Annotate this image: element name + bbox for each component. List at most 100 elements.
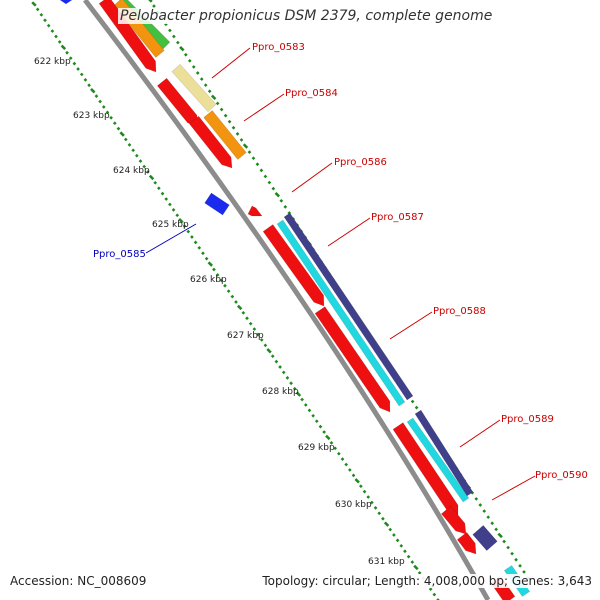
cds-small [456,531,477,555]
kbp-label: 631 kbp [368,557,405,567]
inner-tick-dot [354,478,360,484]
inner-tick-dot [263,343,268,348]
inner-tick-dot [138,159,143,163]
gene-label-ppro-0583: Ppro_0583 [252,42,305,53]
inner-tick-dot [182,224,187,228]
inner-tick-dot [193,240,198,245]
gene-label-ppro-0586: Ppro_0586 [334,157,387,168]
inner-tick-dot [160,191,165,196]
kbp-label: 622 kbp [34,57,71,67]
gene-label-ppro-0589: Ppro_0589 [501,414,554,425]
accession-text: Accession: NC_008609 [10,574,147,588]
inner-tick-dot [281,370,286,375]
inner-tick-dot [322,430,326,434]
inner-tick-dot [219,278,224,283]
inner-tick-dot [109,115,113,120]
inner-tick-dot [79,72,84,77]
inner-tick-dot [168,202,172,207]
outer-tick-dot [259,168,264,173]
inner-tick-dot [83,78,88,82]
inner-tick-dot [295,391,302,397]
inner-tick-dot [377,511,382,516]
inner-tick-dot [303,403,308,407]
inner-tick-dot [76,67,80,71]
outer-tick-dot [215,101,220,106]
outer-tick-dot [231,125,236,130]
label-leader-lines [145,47,536,501]
navy-feature [283,212,414,401]
outer-tick-dot [195,71,200,75]
inner-tick-dot [35,7,40,12]
inner-tick-dot [54,34,58,39]
outer-tick-dot [518,563,522,568]
inner-tick-dot [300,397,304,402]
inner-tick-dot [72,61,77,66]
outer-tick-dot [510,551,514,556]
kbp-label: 629 kbp [298,443,335,453]
outer-tick-dot [210,94,217,101]
inner-tick-dot [406,554,411,559]
inner-tick-dot [215,273,220,277]
inner-tick-dot [366,495,371,499]
kbp-label: 623 kbp [73,111,110,121]
kbp-scale-labels: 622 kbp 623 kbp 624 kbp 625 kbp 626 kbp 627 k… [34,57,405,567]
navy-feature [472,524,498,552]
outer-tick-dot [263,174,268,179]
inner-tick-dot [395,538,400,543]
leader-line [243,93,285,122]
inner-tick-dot [98,99,102,104]
inner-tick-dot [370,500,374,505]
outer-tick-dot [494,527,499,532]
inner-tick-dot [388,527,393,532]
inner-tick-dot [57,40,62,44]
inner-tick-dot [164,197,169,201]
inner-tick-dot [241,310,246,315]
inner-tick-dot [148,174,155,181]
inner-tick-dot [123,137,128,142]
outer-tick-dot [235,132,240,136]
inner-tick-dot [417,571,422,575]
inner-tick-dot [178,218,184,224]
khaki-feature [171,63,217,113]
outer-tick-dot [172,34,176,39]
inner-tick-dot [256,332,260,337]
outer-tick-dot [502,539,506,544]
inner-tick-dot [318,424,323,429]
inner-tick-dot [340,457,345,461]
inner-tick-dot [201,251,205,256]
inner-tick-dot [325,434,331,441]
inner-tick-dot [336,451,341,456]
inner-tick-dot [87,83,91,88]
leader-line [291,162,333,193]
inner-tick-dot [157,186,161,191]
inner-tick-dot [245,316,249,321]
gene-label-ppro-0585: Ppro_0585 [93,249,146,260]
inner-tick-dot [399,543,404,548]
inner-tick-dot [311,413,315,418]
outer-tick-dot [274,192,281,198]
inner-tick-dot [234,300,238,304]
genome-title: Pelobacter propionicus DSM 2379, complet… [118,8,495,24]
outer-tick-dot [219,107,224,112]
inner-tick-dot [212,267,216,272]
outer-tick-dot [239,138,244,142]
inner-tick-dot [362,489,367,494]
inner-tick-dot [116,126,121,131]
gene-label-ppro-0588: Ppro_0588 [433,306,486,317]
inner-tick-dot [252,327,257,331]
genome-backbone [83,0,491,600]
inner-tick-dot [230,294,235,299]
kbp-label: 627 kbp [227,331,264,341]
inner-tick-dot [207,261,213,267]
inner-tick-dot [344,462,349,467]
gene-label-ppro-0584: Ppro_0584 [285,88,338,99]
inner-tick-dot [175,213,180,218]
outer-tick-dot [474,497,479,501]
inner-tick-dot [50,29,55,33]
outer-tick-dot [242,143,249,149]
inner-tick-dot [432,592,437,597]
outer-tick-dot [247,150,252,154]
navy-feature [414,409,474,497]
